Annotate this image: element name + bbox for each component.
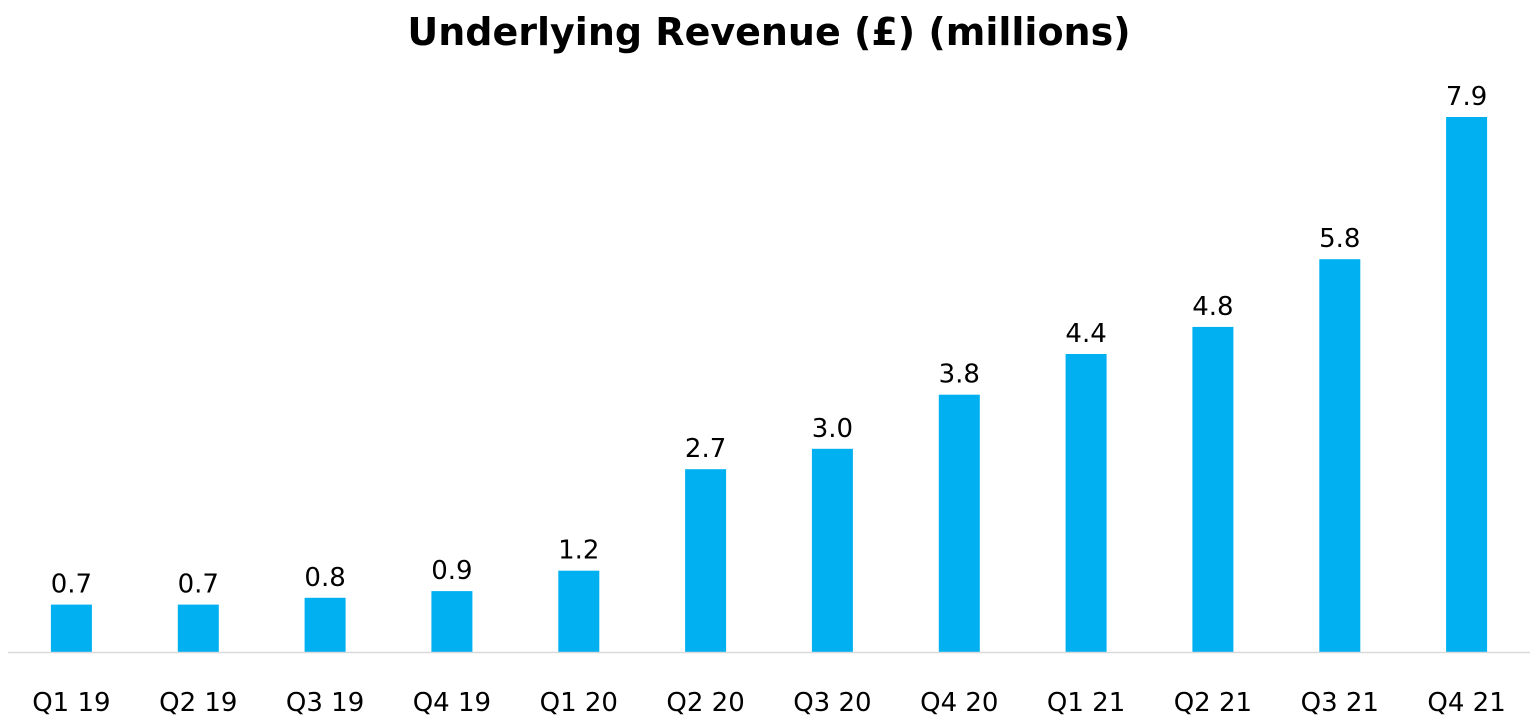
x-tick-label: Q4 21	[1427, 688, 1505, 718]
bar-q1-21	[1065, 354, 1107, 652]
bar-q4-19	[431, 591, 473, 652]
bar-q3-21	[1319, 259, 1361, 652]
value-labels-layer: 0.7 0.7 0.8 0.9 1.2 2.7 3.0 3.8 4.4 4.8 5.8 7.9	[51, 82, 1488, 600]
x-tick-label: Q1 19	[32, 688, 110, 718]
value-label: 0.7	[178, 570, 219, 600]
x-tick-label: Q4 20	[920, 688, 998, 718]
x-tick-label: Q2 20	[666, 688, 744, 718]
bar-q1-20	[558, 570, 600, 652]
x-tick-label: Q1 20	[540, 688, 618, 718]
value-label: 0.7	[51, 570, 92, 600]
x-tick-label: Q3 19	[286, 688, 364, 718]
bar-q2-21	[1192, 326, 1234, 652]
value-label: 2.7	[685, 434, 726, 464]
bar-q2-19	[177, 604, 219, 652]
value-label: 3.0	[812, 414, 853, 444]
bars-layer	[50, 117, 1488, 652]
x-tick-label: Q1 21	[1047, 688, 1125, 718]
x-tick-label: Q2 21	[1174, 688, 1252, 718]
bar-q3-19	[304, 597, 346, 652]
value-label: 4.8	[1192, 292, 1233, 322]
value-label: 0.9	[431, 556, 472, 586]
chart-title: Underlying Revenue (£) (millions)	[407, 10, 1131, 54]
x-tick-label: Q3 20	[793, 688, 871, 718]
x-tick-labels-layer: Q1 19 Q2 19 Q3 19 Q4 19 Q1 20 Q2 20 Q3 20 Q4 20…	[32, 688, 1506, 718]
value-label: 0.8	[304, 563, 345, 593]
value-label: 7.9	[1446, 82, 1487, 112]
value-label: 1.2	[558, 536, 599, 566]
value-label: 4.4	[1065, 319, 1106, 349]
bar-q2-20	[685, 469, 727, 652]
bar-q3-20	[811, 448, 853, 652]
bar-q4-20	[938, 394, 980, 652]
value-label: 3.8	[939, 360, 980, 390]
x-tick-label: Q2 19	[159, 688, 237, 718]
x-tick-label: Q4 19	[413, 688, 491, 718]
x-tick-label: Q3 21	[1301, 688, 1379, 718]
bar-q1-19	[50, 604, 92, 652]
value-label: 5.8	[1319, 224, 1360, 254]
bar-q4-21	[1446, 117, 1488, 652]
